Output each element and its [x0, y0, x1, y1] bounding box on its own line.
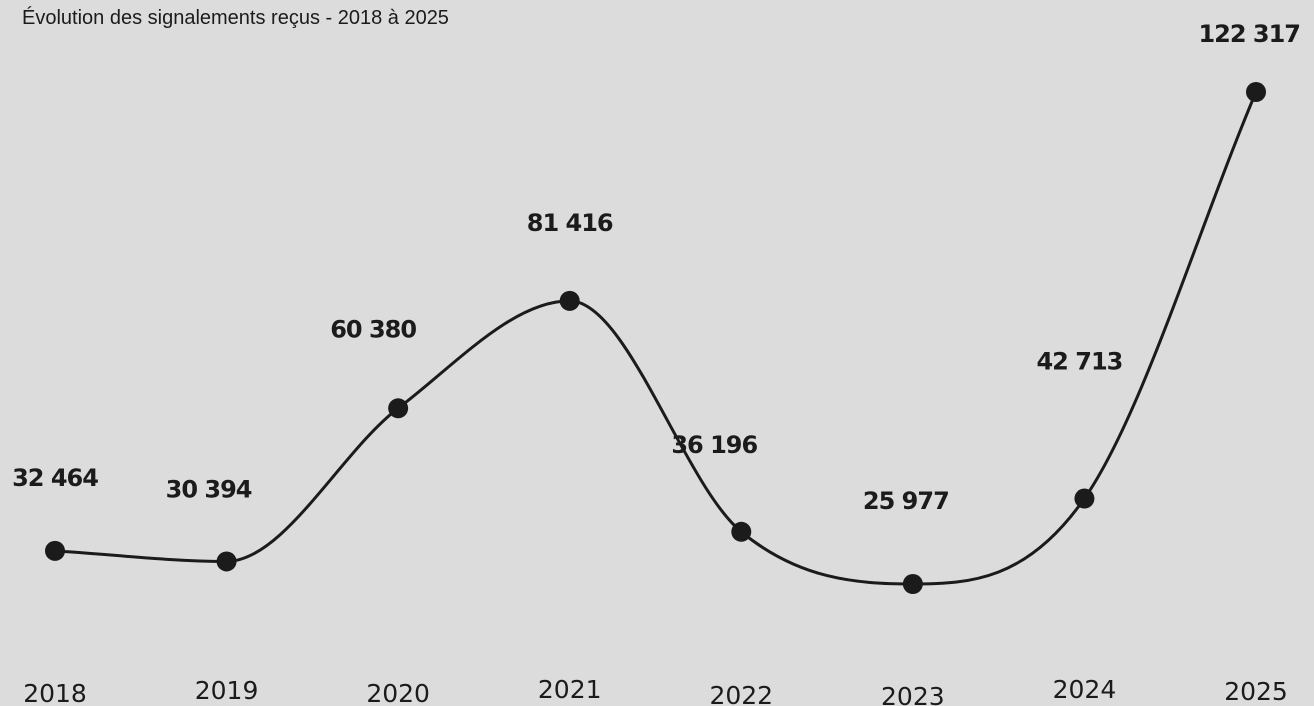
data-labels: 32 464 30 394 60 380 81 416 36 196 25 977 42 7… — [12, 20, 1301, 515]
x-tick-label-2021: 2021 — [538, 675, 602, 704]
data-label-2019: 30 394 — [166, 475, 252, 503]
x-tick-label-2018: 2018 — [23, 679, 87, 706]
data-points — [45, 82, 1266, 594]
data-point-2018 — [45, 540, 65, 561]
data-label-2020: 60 380 — [330, 315, 416, 343]
x-axis-tick-labels: 2018 2019 2020 2021 2022 2023 2024 2025 — [23, 675, 1288, 706]
data-label-2025: 122 317 — [1198, 20, 1300, 48]
data-label-2024: 42 713 — [1036, 348, 1122, 376]
x-tick-label-2025: 2025 — [1224, 677, 1288, 706]
data-point-2020 — [388, 398, 409, 419]
data-label-2023: 25 977 — [863, 487, 949, 515]
x-tick-label-2019: 2019 — [195, 676, 259, 705]
data-point-2021 — [559, 290, 580, 311]
x-tick-label-2024: 2024 — [1053, 675, 1117, 704]
data-label-2018: 32 464 — [12, 464, 98, 492]
data-point-2025 — [1246, 82, 1266, 102]
chart-title: Évolution des signalements reçus - 2018 … — [22, 6, 449, 29]
data-point-2023 — [902, 574, 923, 594]
x-tick-label-2022: 2022 — [709, 681, 773, 706]
data-label-2021: 81 416 — [527, 209, 613, 237]
data-point-2022 — [731, 521, 752, 542]
x-tick-label-2020: 2020 — [366, 679, 430, 706]
data-label-2022: 36 196 — [671, 431, 757, 459]
data-point-2019 — [216, 551, 237, 572]
data-point-2024 — [1074, 488, 1095, 509]
x-tick-label-2023: 2023 — [881, 682, 945, 706]
series-line — [54, 91, 1258, 586]
